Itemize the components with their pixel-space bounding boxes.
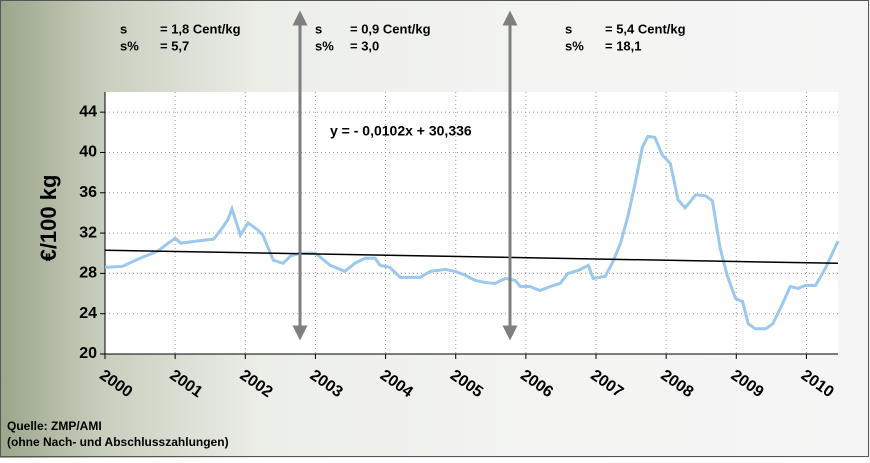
y-tick-label: 28 [79, 265, 97, 282]
annotation-value: = 18,1 [605, 38, 642, 53]
y-tick-label: 36 [79, 184, 97, 201]
source: (ohne Nach- und Abschlusszahlungen) [7, 435, 229, 449]
series-line [104, 249, 839, 265]
annotation-label: s% [120, 38, 139, 53]
source: Quelle: ZMP/AMI [7, 419, 102, 433]
y-tick-label: 20 [79, 345, 97, 362]
series-line [104, 134, 840, 331]
annotation-value: = 0,9 Cent/kg [350, 21, 431, 36]
annotation-label: s [565, 21, 572, 36]
y-tick-label: 40 [79, 144, 97, 161]
annotation-label: s% [315, 38, 334, 53]
annotation-label: s% [565, 38, 584, 53]
annotation-label: s [120, 21, 127, 36]
annotation-value: = 3,0 [350, 38, 379, 53]
series-layer [104, 134, 840, 331]
annotation-value: = 5,7 [160, 38, 189, 53]
y-tick-label: 44 [79, 103, 97, 120]
y-tick-label: 32 [79, 224, 97, 241]
y-tick-label: 24 [79, 305, 97, 322]
annotation-value: = 5,4 Cent/kg [605, 21, 686, 36]
annotation-value: = 1,8 Cent/kg [160, 21, 241, 36]
grid [100, 92, 838, 359]
trend-equation: y = - 0,0102x + 30,336 [330, 123, 472, 139]
y-axis-label: €/100 kg [36, 175, 61, 262]
annotation-label: s [315, 21, 322, 36]
